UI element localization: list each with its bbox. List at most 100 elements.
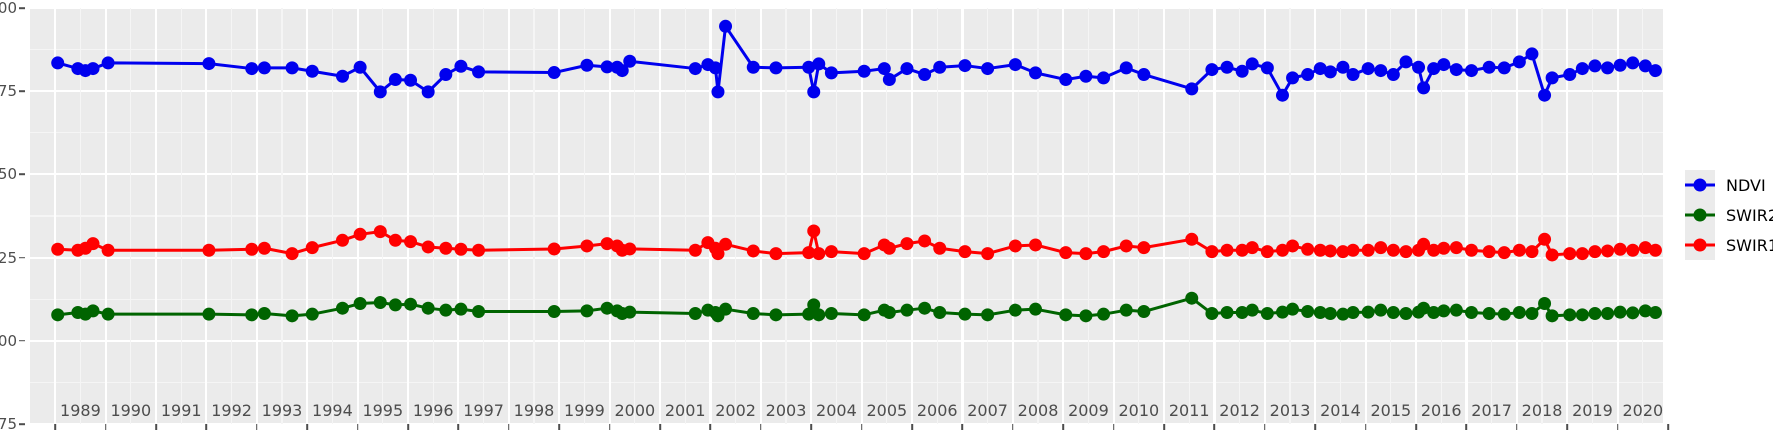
data-point (1079, 309, 1093, 323)
x-tick-label: 1991 (160, 401, 202, 420)
data-point (245, 62, 259, 76)
gridline-minor-x (987, 8, 989, 424)
data-point (580, 239, 594, 253)
data-point (981, 247, 995, 261)
gridline-minor-x (1541, 8, 1543, 424)
data-point (305, 241, 319, 255)
gridline-major-x (356, 8, 359, 424)
gridline-minor-x (1591, 8, 1594, 424)
data-point (615, 64, 629, 78)
data-point (1361, 305, 1375, 319)
data-point (900, 303, 914, 317)
data-point (807, 224, 821, 238)
x-tick-label: 2005 (866, 401, 908, 420)
data-point (882, 73, 896, 87)
legend-key-swatch (1685, 230, 1715, 260)
data-point (404, 73, 418, 87)
data-point (1374, 241, 1388, 255)
x-tick-label: 2000 (614, 401, 656, 420)
data-point (824, 245, 838, 259)
y-tick-mark (19, 340, 25, 342)
x-tick-label: 1999 (564, 401, 605, 420)
data-point (1137, 305, 1151, 319)
gridline-major-x (910, 8, 914, 424)
data-point (1245, 303, 1259, 317)
data-point (1613, 242, 1627, 256)
gridline-minor-y (30, 215, 1663, 217)
data-point (1638, 59, 1652, 73)
series-swir1 (51, 224, 1662, 262)
data-point (1260, 61, 1274, 75)
x-tick-mark (1012, 424, 1014, 430)
x-tick-mark (104, 424, 107, 430)
gridline-major-x (1213, 8, 1216, 424)
legend-item-swir2[interactable]: SWIR2 (1685, 200, 1773, 230)
data-point (439, 303, 453, 317)
gridline-major-x (558, 8, 561, 424)
x-tick-mark (155, 424, 157, 430)
gridline-major-x (406, 8, 410, 424)
gridline-minor-x (1339, 8, 1342, 424)
gridline-major-x (1263, 8, 1266, 424)
data-point (1545, 248, 1559, 262)
data-point (305, 307, 319, 321)
data-point (1538, 232, 1552, 246)
x-tick-mark (1415, 424, 1417, 430)
data-point (257, 61, 271, 75)
data-point (708, 61, 722, 75)
data-point (958, 59, 972, 73)
data-point (1097, 307, 1111, 321)
data-point (882, 241, 896, 255)
data-point (877, 62, 891, 76)
data-point (305, 64, 319, 78)
gridline-minor-y (30, 132, 1663, 134)
data-point (1205, 63, 1219, 77)
legend-item-ndvi[interactable]: NDVI (1685, 170, 1773, 200)
y-tick-label: 1.50 (0, 165, 17, 184)
data-point (257, 241, 271, 255)
data-point (1245, 241, 1259, 255)
x-tick-mark (306, 424, 308, 430)
data-point (472, 305, 486, 319)
gridline-major-y (30, 8, 1663, 10)
data-point (1482, 60, 1496, 74)
data-point (623, 305, 637, 319)
data-point (933, 306, 947, 320)
x-tick-mark (356, 424, 359, 430)
data-point (1185, 232, 1199, 246)
data-point (1449, 63, 1463, 77)
data-point (1220, 243, 1234, 257)
data-point (1613, 305, 1627, 319)
gridline-minor-x (835, 8, 837, 424)
data-point (1097, 245, 1111, 259)
gridline-minor-x (231, 8, 233, 424)
data-point (202, 243, 216, 257)
data-point (1538, 297, 1552, 311)
gridline-major-y (30, 256, 1663, 259)
data-point (857, 247, 871, 261)
data-point (353, 227, 367, 241)
data-point (918, 68, 932, 82)
legend-item-swir1[interactable]: SWIR1 (1685, 230, 1773, 260)
gridline-minor-x (583, 8, 585, 424)
series-line (56, 229, 1657, 257)
data-point (1235, 306, 1249, 320)
gridline-major-y (30, 339, 1663, 342)
data-point (1286, 239, 1300, 253)
x-tick-label: 2019 (1572, 401, 1613, 420)
data-point (1119, 303, 1133, 317)
gridline-major-x (860, 8, 863, 424)
gridline-major-x (759, 8, 762, 424)
gridline-major-y (30, 90, 1663, 93)
data-point (1449, 303, 1463, 317)
data-point (86, 62, 100, 76)
data-point (1008, 239, 1022, 253)
gridline-minor-x (1239, 8, 1241, 424)
data-point (1638, 304, 1652, 318)
data-point (1525, 47, 1539, 61)
data-point (1260, 307, 1274, 321)
x-tick-mark (659, 424, 661, 430)
x-tick-mark (1616, 424, 1619, 430)
legend-item-label: SWIR2 (1726, 205, 1773, 225)
gridline-minor-x (1087, 8, 1089, 424)
